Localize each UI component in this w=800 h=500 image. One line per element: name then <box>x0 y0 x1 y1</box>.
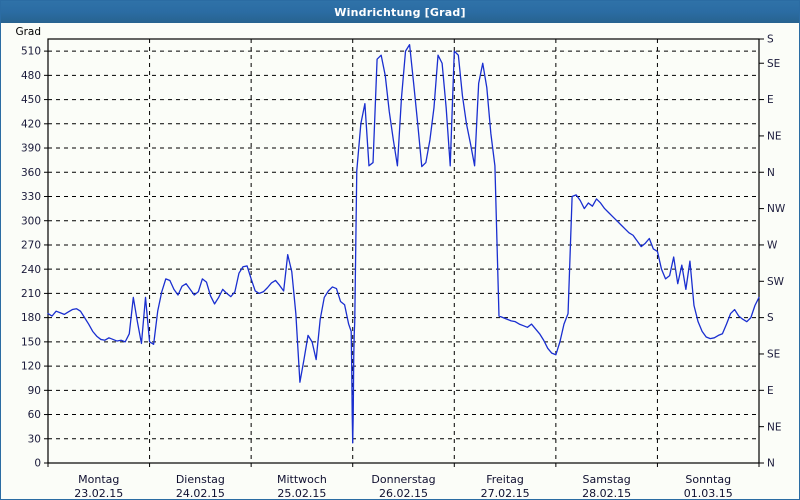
x-axis-date: 24.02.15 <box>176 487 225 499</box>
y-tick-label-left: 150 <box>21 336 41 348</box>
y-tick-label-right: NE <box>767 131 782 143</box>
x-axis-date: 01.03.15 <box>684 487 733 499</box>
y-tick-label-left: 300 <box>21 215 41 227</box>
x-axis-date: 25.02.15 <box>277 487 326 499</box>
x-axis-date: 26.02.15 <box>379 487 428 499</box>
y-tick-label-right: W <box>767 240 778 252</box>
y-tick-label-left: 210 <box>21 288 41 300</box>
y-tick-label-right: NW <box>767 203 786 215</box>
x-axis-day-name: Samstag <box>583 473 631 486</box>
y-tick-label-left: 390 <box>21 143 41 155</box>
wind-direction-line-chart: 0 30 60 90 120 150 180 210 240 270 300 330 360 390 420… <box>15 26 786 499</box>
y-tick-label-left: 120 <box>21 361 41 373</box>
chart-canvas: 0 30 60 90 120 150 180 210 240 270 300 330 360 390 420… <box>1 23 799 499</box>
y-tick-label-left: 480 <box>21 70 41 82</box>
y-tick-label-right: E <box>767 94 774 106</box>
plot-border <box>47 38 760 464</box>
y-tick-label-left: 330 <box>21 191 41 203</box>
x-axis-date: 23.02.15 <box>74 487 123 499</box>
y-tick-label-right: N <box>767 167 775 179</box>
x-axis-day-name: Dienstag <box>176 473 225 486</box>
x-axis-day-name: Sonntag <box>685 473 731 486</box>
gridlines <box>48 39 759 463</box>
y-axis-right-ticks: N NE E SE S SW W NW N NE E SE S <box>759 34 786 470</box>
x-axis-date: 28.02.15 <box>582 487 631 499</box>
y-tick-label-right: SE <box>767 349 780 361</box>
y-tick-label-left: 0 <box>34 458 41 470</box>
data-line-windrichtung <box>47 43 760 444</box>
plot-frame <box>47 38 760 464</box>
y-tick-label-left: 420 <box>21 118 41 130</box>
y-tick-label-right: S <box>767 34 774 46</box>
y-tick-label-right: N <box>767 458 775 470</box>
y-tick-label-right: NE <box>767 421 782 433</box>
window-title: Windrichtung [Grad] <box>334 5 466 19</box>
x-axis-ticks <box>47 463 760 467</box>
y-tick-label-right: E <box>767 385 774 397</box>
data-series-group <box>47 43 760 444</box>
y-axis-unit-label: Grad <box>15 26 41 38</box>
y-tick-label-right: SE <box>767 58 780 70</box>
window-titlebar: Windrichtung [Grad] <box>1 1 799 23</box>
y-tick-label-left: 450 <box>21 94 41 106</box>
y-axis-left-ticks: 0 30 60 90 120 150 180 210 240 270 300 330 360 390 420… <box>21 46 48 470</box>
x-axis-day-name: Montag <box>78 473 119 486</box>
y-axis-unit-text: Grad <box>15 26 41 38</box>
x-axis-day-name: Freitag <box>486 473 524 486</box>
y-tick-label-right: SW <box>767 276 785 288</box>
x-axis-day-name: Mittwoch <box>277 473 327 486</box>
y-tick-label-right: S <box>767 312 774 324</box>
y-tick-label-left: 180 <box>21 312 41 324</box>
y-tick-label-left: 90 <box>28 385 41 397</box>
y-tick-label-left: 510 <box>21 46 41 58</box>
y-tick-label-left: 270 <box>21 240 41 252</box>
y-tick-label-left: 30 <box>28 433 41 445</box>
y-tick-label-left: 360 <box>21 167 41 179</box>
y-tick-label-left: 60 <box>28 409 41 421</box>
x-axis-date: 27.02.15 <box>481 487 530 499</box>
y-tick-label-left: 240 <box>21 264 41 276</box>
x-axis-day-name: Donnerstag <box>371 473 435 486</box>
